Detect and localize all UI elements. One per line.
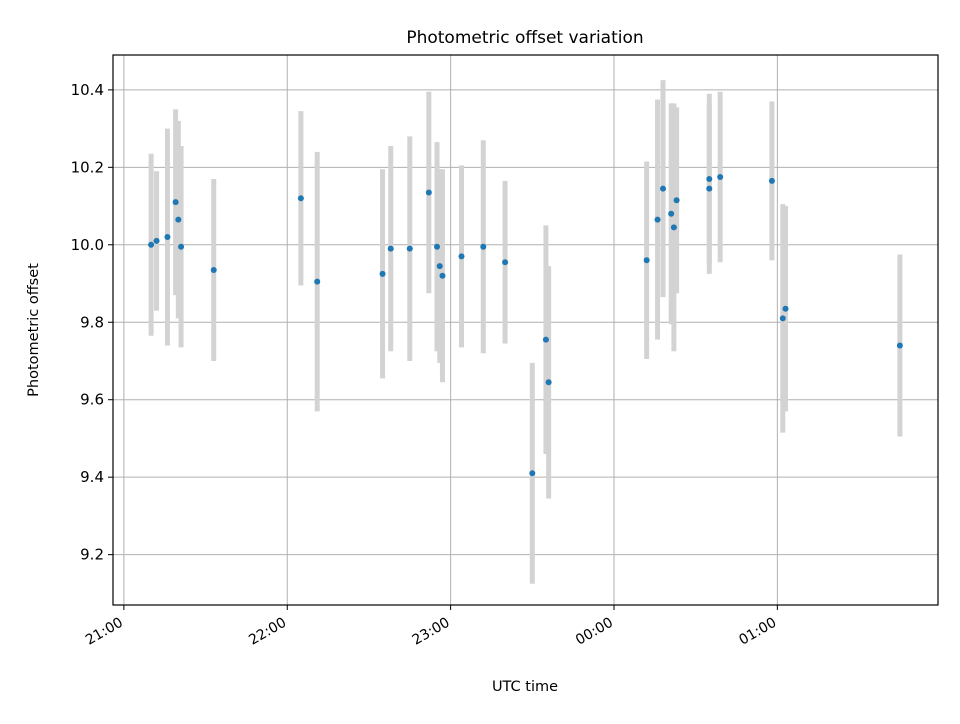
data-point [297, 195, 304, 202]
chart-title: Photometric offset variation [406, 28, 643, 48]
data-point [148, 241, 155, 248]
data-point [768, 177, 775, 184]
y-axis-label: Photometric offset [26, 263, 42, 397]
x-tick-label: 01:00 [736, 615, 779, 649]
data-point [164, 234, 171, 241]
data-point [175, 216, 182, 223]
data-point [660, 185, 666, 192]
error-bars [148, 80, 903, 584]
y-tick-label: 9.4 [80, 468, 104, 486]
data-point [545, 379, 552, 386]
data-point [425, 189, 432, 196]
data-point [673, 197, 680, 204]
data-point [643, 257, 650, 264]
y-tick-label: 10.0 [71, 236, 104, 254]
data-point [502, 259, 509, 266]
data-point [529, 470, 536, 477]
data-point [706, 175, 713, 182]
data-point [387, 245, 394, 252]
data-point [706, 185, 713, 192]
data-point [542, 336, 549, 343]
data-point [779, 315, 786, 322]
data-point [782, 305, 789, 312]
data-point [480, 243, 487, 250]
x-axis-label: UTC time [492, 679, 558, 695]
data-point [717, 174, 724, 181]
grid [113, 55, 938, 605]
data-point [654, 216, 661, 223]
data-point [406, 245, 413, 252]
data-point [210, 266, 217, 273]
data-point [153, 237, 160, 244]
data-point [896, 342, 903, 349]
y-tick-label: 9.6 [80, 391, 104, 409]
x-tick-label: 00:00 [573, 615, 616, 649]
data-point [314, 278, 321, 285]
data-point [178, 243, 185, 250]
x-tick-label: 23:00 [410, 615, 453, 649]
data-point [668, 210, 675, 217]
data-point [670, 224, 677, 231]
y-tick-label: 9.2 [80, 546, 104, 564]
x-tick-label: 22:00 [246, 615, 289, 649]
data-point [434, 243, 441, 250]
data-point [458, 253, 465, 260]
data-points [148, 174, 903, 477]
x-tick-label: 21:00 [83, 615, 126, 649]
data-point [439, 272, 446, 279]
data-point [436, 263, 443, 270]
plot-frame [112, 54, 939, 606]
data-point [379, 270, 386, 277]
y-tick-label: 9.8 [80, 313, 104, 331]
data-point [172, 199, 179, 206]
y-tick-label: 10.4 [71, 81, 104, 99]
y-tick-label: 10.2 [71, 158, 104, 176]
